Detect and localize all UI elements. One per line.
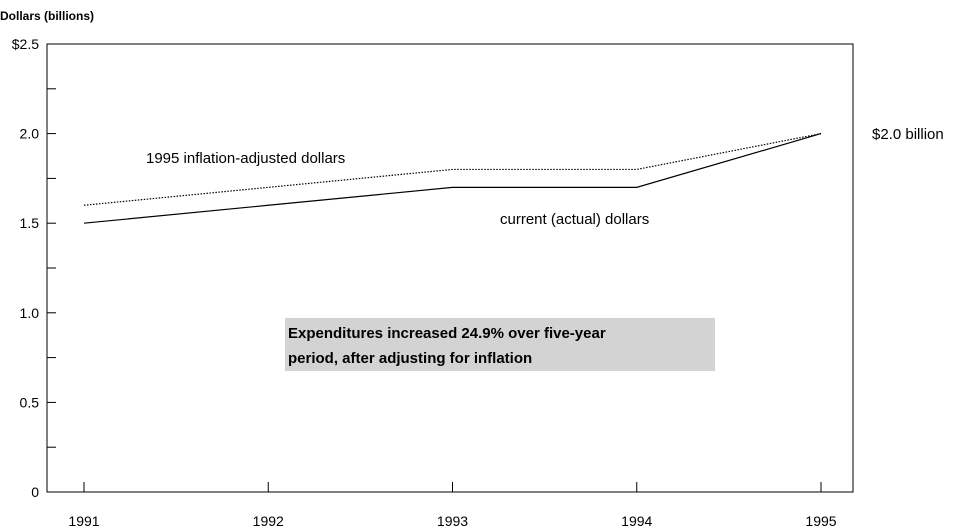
y-axis-label: Dollars (billions) <box>0 9 94 23</box>
x-tick-label: 1994 <box>621 513 652 529</box>
x-tick-label: 1992 <box>253 513 284 529</box>
y-tick-label: 0.5 <box>20 394 40 410</box>
annotation-line-1: Expenditures increased 24.9% over five-y… <box>288 325 606 342</box>
y-tick-label: 1.0 <box>20 305 40 321</box>
x-tick-label: 1993 <box>437 513 468 529</box>
y-tick-label: 1.5 <box>20 215 40 231</box>
y-axis: 0 0.5 1.0 1.5 2.0 $2.5 <box>12 36 56 500</box>
y-tick-label: 0 <box>31 484 39 500</box>
series-label-current-dollars: current (actual) dollars <box>500 211 649 228</box>
annotation-box <box>285 318 715 371</box>
x-tick-label: 1991 <box>68 513 99 529</box>
series-label-inflation-adjusted: 1995 inflation-adjusted dollars <box>146 150 345 167</box>
plot-frame <box>46 43 854 493</box>
series-line-1 <box>83 133 822 224</box>
x-tick-label: 1995 <box>805 513 836 529</box>
annotation-line-2: period, after adjusting for inflation <box>288 350 532 367</box>
y-tick-label: $2.5 <box>12 36 39 52</box>
x-axis: 1991 1992 1993 1994 1995 <box>68 482 837 529</box>
end-value-label: $2.0 billion <box>872 126 944 143</box>
y-tick-label: 2.0 <box>20 126 40 142</box>
series-line-0 <box>83 133 822 206</box>
series-lines <box>83 133 822 224</box>
